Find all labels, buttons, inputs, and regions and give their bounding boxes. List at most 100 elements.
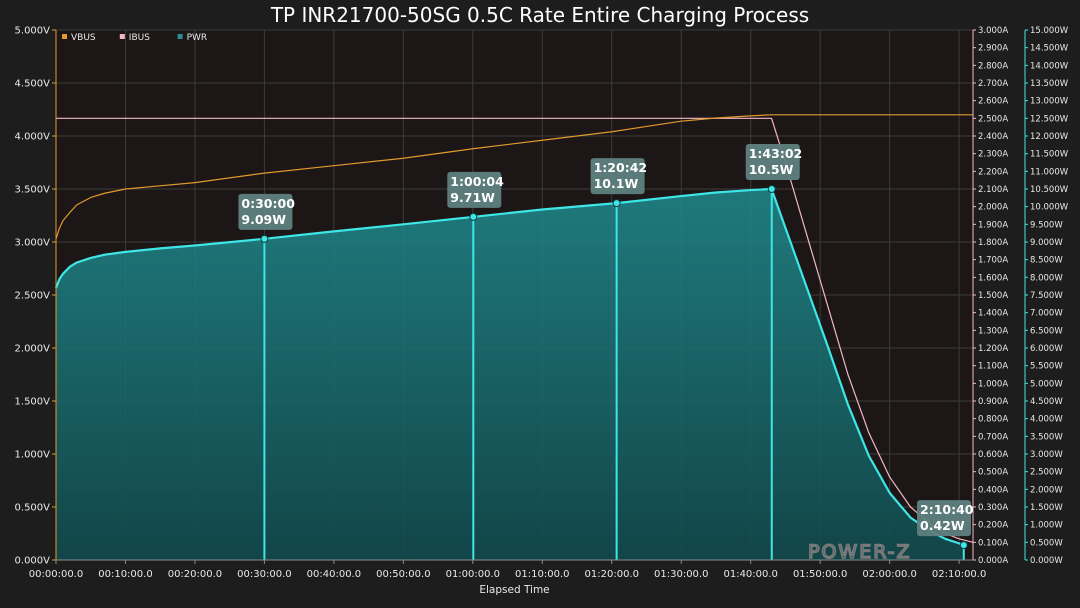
current-tick-label: 0.800A [978,415,1008,425]
current-tick-label: 1.800A [978,238,1008,248]
x-tick-label: 01:00:00.0 [446,569,500,580]
current-tick-label: 3.000A [978,26,1008,36]
x-tick-label: 00:30:00.0 [237,569,291,580]
power-tick-label: 0.500W [1030,538,1063,548]
annotation-value: 10.1W [594,176,639,191]
current-tick-label: 2.600A [978,97,1008,107]
power-tick-label: 5.000W [1030,379,1063,389]
y-tick-label: 0.000V [15,556,51,567]
legend-swatch-ibus [119,34,125,39]
current-tick-label: 0.500A [978,468,1008,478]
y-tick-label: 3.000V [15,238,51,249]
annotation-point [767,185,776,193]
power-tick-label: 3.000W [1030,450,1063,460]
current-tick-label: 0.000A [978,556,1008,566]
annotation-box [447,171,502,208]
y-tick-label: 4.500V [15,79,51,90]
power-tick-label: 4.500W [1030,397,1063,407]
legend-label-vbus: VBUS [71,33,96,43]
x-tick-label: 00:00:00.0 [29,569,83,580]
x-tick-label: 01:50:00.0 [793,569,847,580]
power-tick-label: 14.000W [1030,61,1069,71]
x-tick-label: 01:10:00.0 [515,569,569,580]
power-tick-label: 10.000W [1030,203,1069,213]
current-tick-label: 1.000A [978,379,1008,389]
annotation-box [590,158,645,195]
current-tick-label: 2.400A [978,132,1008,142]
y-tick-label: 5.000V [15,26,51,37]
current-tick-label: 1.300A [978,326,1008,336]
current-tick-label: 0.200A [978,521,1008,531]
annotation-point [612,199,621,208]
current-tick-label: 2.100A [978,185,1008,195]
power-tick-label: 14.500W [1030,44,1069,54]
power-tick-label: 4.000W [1030,415,1063,425]
annotation-time: 0:30:00 [241,196,295,211]
power-tick-label: 9.000W [1030,238,1063,248]
legend-swatch-vbus [62,34,67,39]
annotation-box [745,144,800,180]
power-tick-label: 1.000W [1030,521,1063,531]
annotation-time: 1:43:02 [749,146,803,161]
current-tick-label: 0.100A [978,538,1008,548]
current-tick-label: 0.900A [978,397,1008,407]
power-tick-label: 6.500W [1030,326,1063,336]
annotation-time: 2:10:40 [920,502,974,517]
power-tick-label: 5.500W [1030,362,1063,372]
x-tick-label: 01:30:00.0 [654,569,708,580]
x-tick-label: 00:40:00.0 [307,569,361,580]
current-tick-label: 0.600A [978,450,1008,460]
power-tick-label: 0.000W [1030,556,1063,566]
current-tick-label: 1.400A [978,309,1008,319]
power-tick-label: 8.500W [1030,256,1063,266]
power-tick-label: 10.500W [1030,185,1069,195]
current-tick-label: 0.300A [978,503,1008,513]
annotation-point [959,541,968,550]
power-tick-label: 11.000W [1030,167,1069,177]
x-tick-label: 02:10:00.0 [932,569,986,580]
x-axis-label: Elapsed Time [479,584,549,596]
annotation-box [917,500,971,537]
y-tick-label: 2.500V [15,291,51,302]
power-tick-label: 12.500W [1030,114,1069,124]
current-tick-label: 2.800A [978,61,1008,71]
series-line-vbus [55,114,973,240]
y-tick-label: 4.000V [15,132,51,143]
annotation-point [260,234,269,243]
current-tick-label: 2.700A [978,79,1008,89]
current-tick-label: 1.500A [978,291,1008,301]
annotation-time: 1:20:42 [594,160,648,175]
power-tick-label: 7.000W [1030,309,1063,319]
x-tick-label: 00:10:00.0 [98,569,152,580]
y-tick-label: 2.000V [15,344,51,355]
power-tick-label: 13.500W [1030,79,1069,89]
x-tick-label: 02:00:00.0 [862,569,916,580]
current-tick-label: 1.100A [978,362,1008,372]
power-tick-label: 6.000W [1030,344,1063,354]
current-tick-label: 0.700A [978,432,1008,442]
y-tick-label: 0.500V [15,503,51,514]
y-tick-label: 3.500V [15,185,51,196]
x-tick-label: 00:50:00.0 [376,569,430,580]
watermark-logo: POWER-Z [808,541,912,563]
current-tick-label: 2.900A [978,44,1008,54]
annotation-value: 9.71W [450,190,495,205]
power-tick-label: 12.000W [1030,132,1069,142]
power-tick-label: 2.000W [1030,485,1063,495]
legend-swatch-pwr [177,34,183,39]
legend-label-ibus: IBUS [129,33,150,43]
power-tick-label: 1.500W [1030,503,1063,513]
x-tick-label: 00:20:00.0 [168,569,222,580]
legend-label-pwr: PWR [187,33,208,43]
chart-title: TP INR21700-50SG 0.5C Rate Entire Chargi… [270,3,810,27]
power-tick-label: 7.500W [1030,291,1063,301]
power-tick-label: 11.500W [1030,150,1069,160]
annotation-point [469,212,478,221]
current-tick-label: 2.200A [978,167,1008,177]
x-tick-label: 01:20:00.0 [585,569,639,580]
annotation-value: 9.09W [241,212,286,227]
power-tick-label: 9.500W [1030,220,1063,230]
current-tick-label: 2.500A [978,114,1008,124]
current-tick-label: 1.600A [978,273,1008,283]
